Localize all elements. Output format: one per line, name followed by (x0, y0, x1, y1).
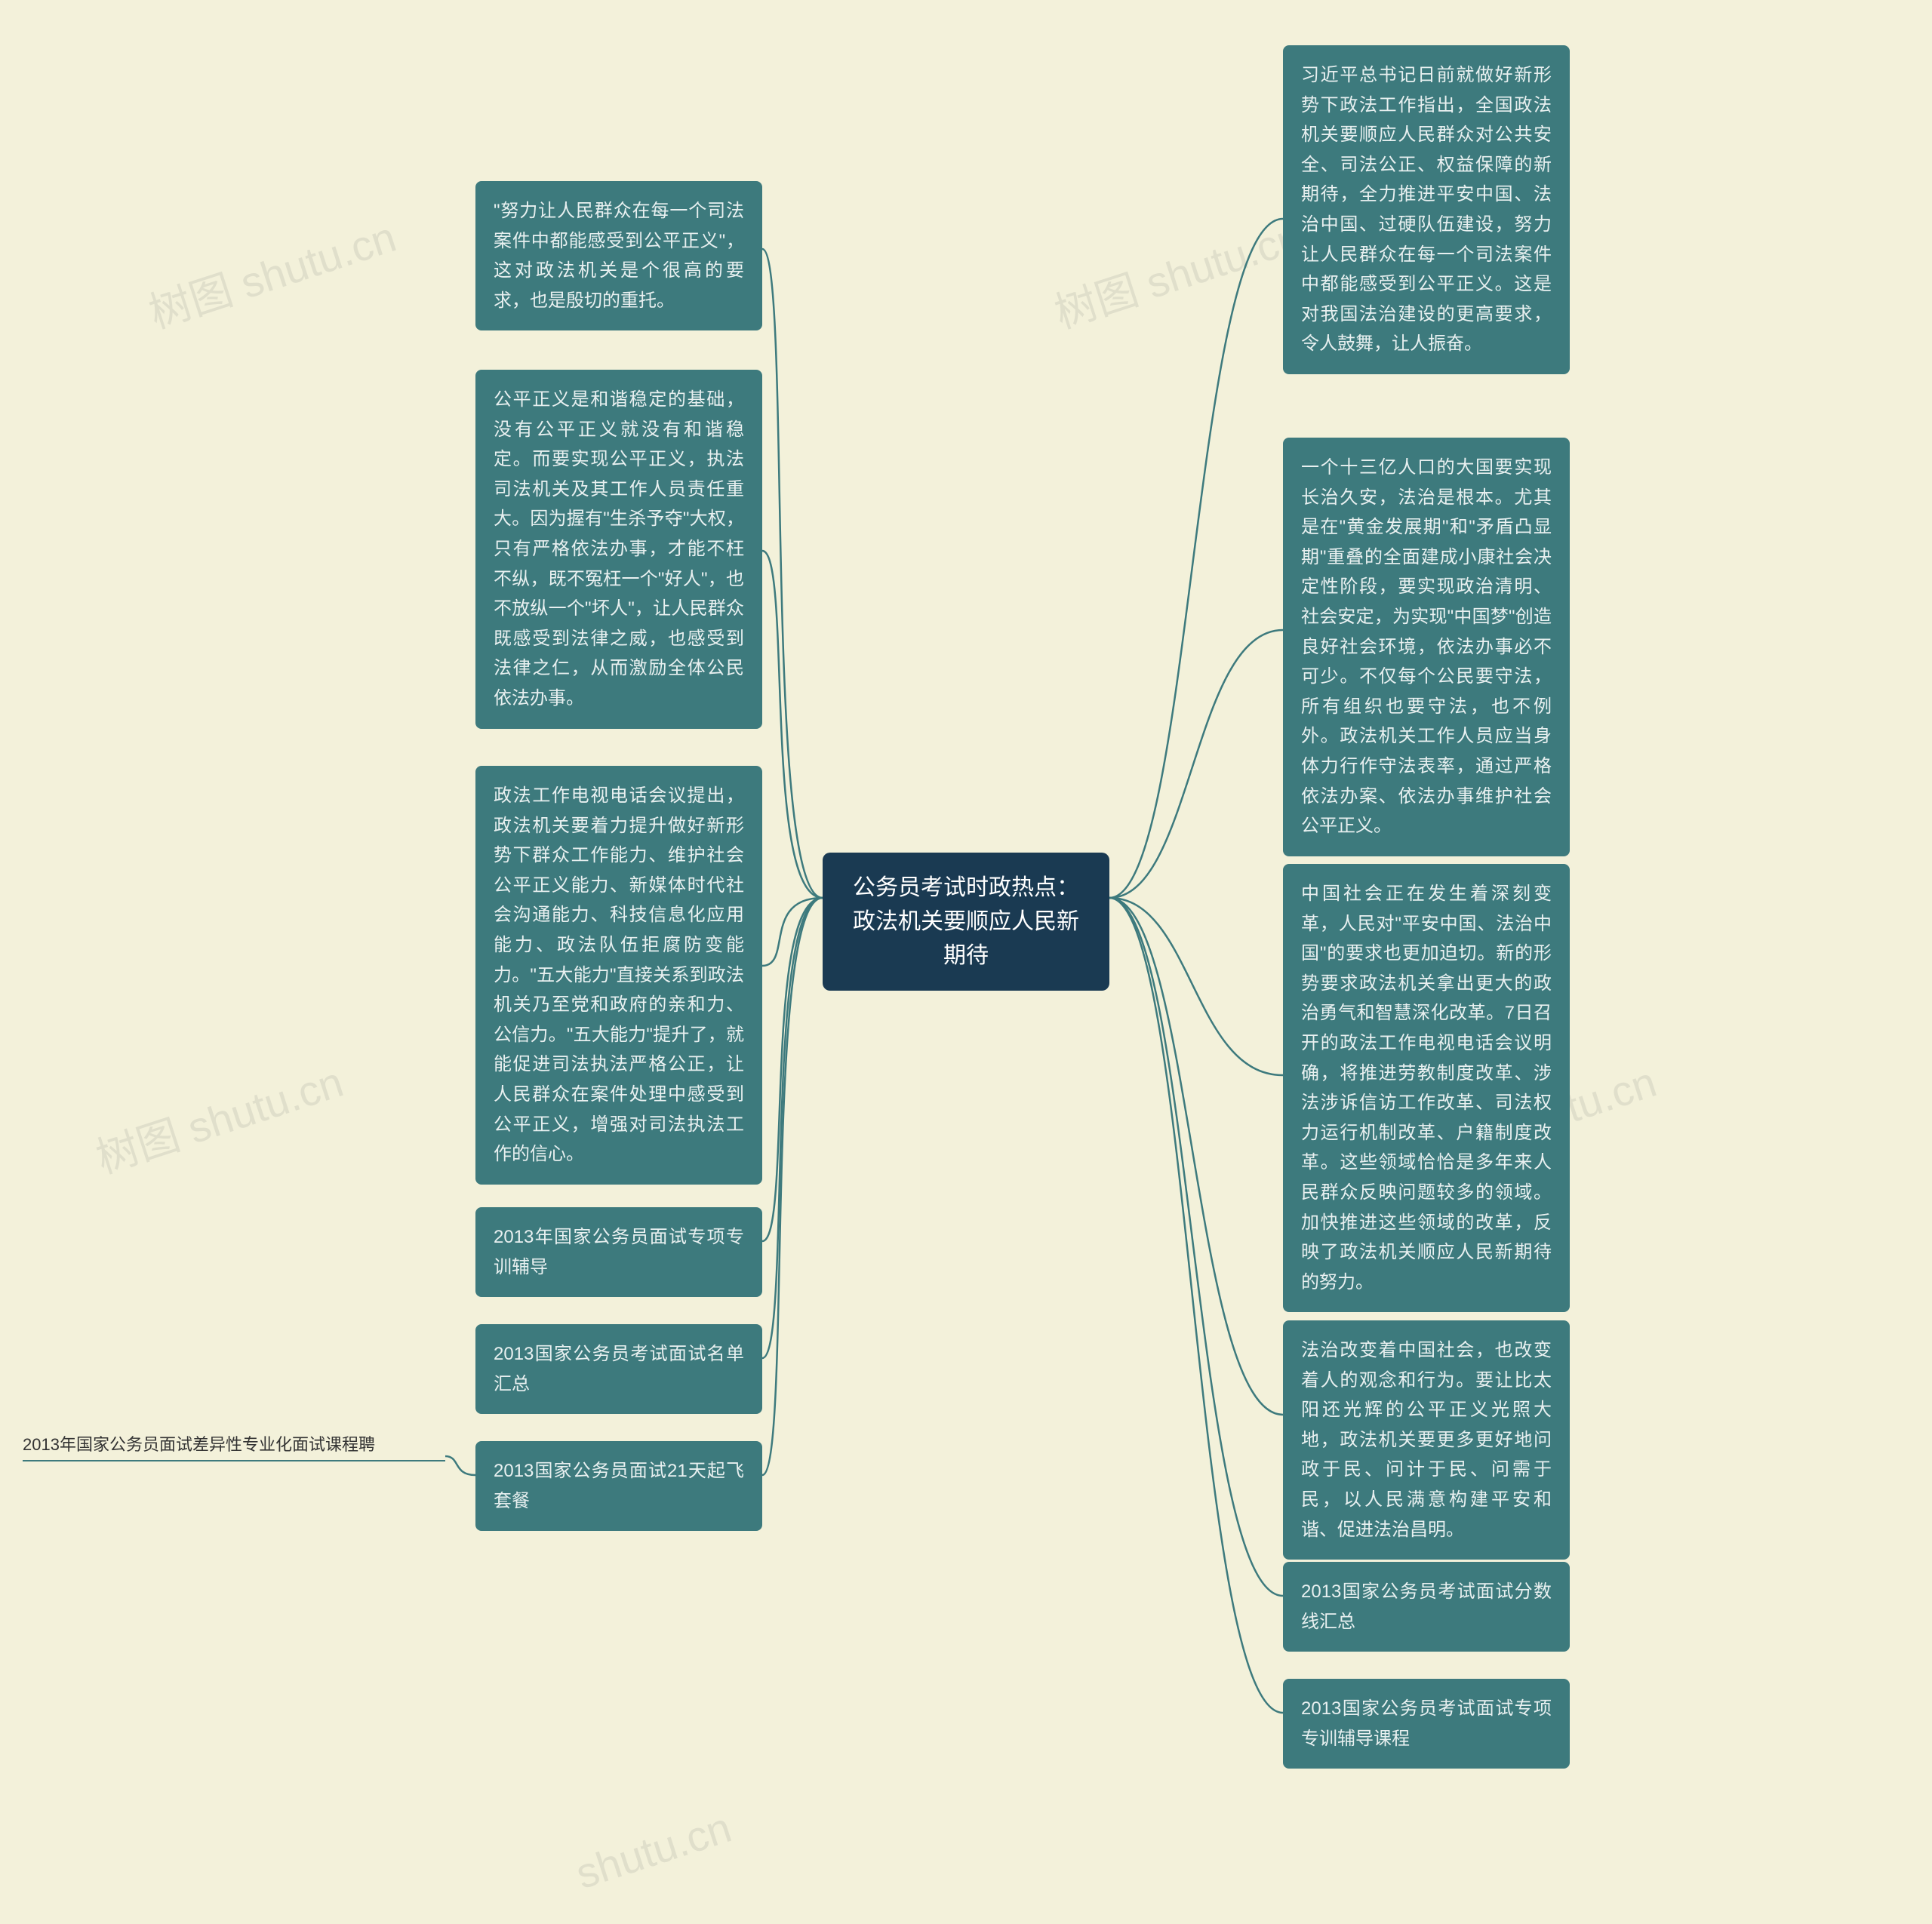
root-node-text: 公务员考试时政热点：政法机关要顺应人民新期待 (853, 875, 1079, 968)
mindmap-root-node[interactable]: 公务员考试时政热点：政法机关要顺应人民新期待 (823, 853, 1109, 991)
child-node-text: 2013国家公务员面试21天起飞套餐 (494, 1461, 744, 1511)
child-node-text: 2013国家公务员考试面试专项专训辅导课程 (1301, 1698, 1552, 1749)
watermark: 树图 shutu.cn (1046, 204, 1309, 341)
mindmap-child-node[interactable]: 政法工作电视电话会议提出，政法机关要着力提升做好新形势下群众工作能力、维护社会公… (475, 766, 762, 1185)
watermark: 树图 shutu.cn (140, 204, 403, 341)
child-node-text: 一个十三亿人口的大国要实现长治久安，法治是根本。尤其是在"黄金发展期"和"矛盾凸… (1301, 457, 1552, 836)
mindmap-child-node[interactable]: "努力让人民群众在每一个司法案件中都能感受到公平正义"，这对政法机关是个很高的要… (475, 181, 762, 330)
child-node-text: 2013年国家公务员面试专项专训辅导 (494, 1227, 744, 1277)
mindmap-child-node[interactable]: 2013国家公务员面试21天起飞套餐 (475, 1441, 762, 1531)
mindmap-child-node[interactable]: 中国社会正在发生着深刻变革，人民对"平安中国、法治中国"的要求也更加迫切。新的形… (1283, 864, 1570, 1312)
child-node-text: 法治改变着中国社会，也改变着人的观念和行为。要让比太阳还光辉的公平正义光照大地，… (1301, 1340, 1552, 1540)
mindmap-child-node[interactable]: 2013国家公务员考试面试专项专训辅导课程 (1283, 1679, 1570, 1769)
child-node-text: 中国社会正在发生着深刻变革，人民对"平安中国、法治中国"的要求也更加迫切。新的形… (1301, 884, 1552, 1292)
child-node-text: 2013国家公务员考试面试分数线汇总 (1301, 1581, 1552, 1632)
mindmap-child-node[interactable]: 公平正义是和谐稳定的基础，没有公平正义就没有和谐稳定。而要实现公平正义，执法司法… (475, 370, 762, 729)
child-node-text: 2013国家公务员考试面试名单汇总 (494, 1344, 744, 1394)
grandchild-node-text: 2013年国家公务员面试差异性专业化面试课程聘 (23, 1435, 375, 1454)
child-node-text: 公平正义是和谐稳定的基础，没有公平正义就没有和谐稳定。而要实现公平正义，执法司法… (494, 389, 744, 708)
child-node-text: 习近平总书记日前就做好新形势下政法工作指出，全国政法机关要顺应人民群众对公共安全… (1301, 65, 1552, 354)
mindmap-grandchild-node[interactable]: 2013年国家公务员面试差异性专业化面试课程聘 (23, 1426, 445, 1461)
mindmap-child-node[interactable]: 一个十三亿人口的大国要实现长治久安，法治是根本。尤其是在"黄金发展期"和"矛盾凸… (1283, 438, 1570, 856)
child-node-text: "努力让人民群众在每一个司法案件中都能感受到公平正义"，这对政法机关是个很高的要… (494, 201, 744, 311)
watermark: shutu.cn (570, 1803, 737, 1898)
mindmap-child-node[interactable]: 2013年国家公务员面试专项专训辅导 (475, 1207, 762, 1297)
watermark: 树图 shutu.cn (88, 1049, 350, 1186)
mindmap-child-node[interactable]: 2013国家公务员考试面试名单汇总 (475, 1324, 762, 1414)
mindmap-child-node[interactable]: 2013国家公务员考试面试分数线汇总 (1283, 1562, 1570, 1652)
child-node-text: 政法工作电视电话会议提出，政法机关要着力提升做好新形势下群众工作能力、维护社会公… (494, 785, 744, 1164)
mindmap-child-node[interactable]: 法治改变着中国社会，也改变着人的观念和行为。要让比太阳还光辉的公平正义光照大地，… (1283, 1320, 1570, 1560)
mindmap-child-node[interactable]: 习近平总书记日前就做好新形势下政法工作指出，全国政法机关要顺应人民群众对公共安全… (1283, 45, 1570, 374)
